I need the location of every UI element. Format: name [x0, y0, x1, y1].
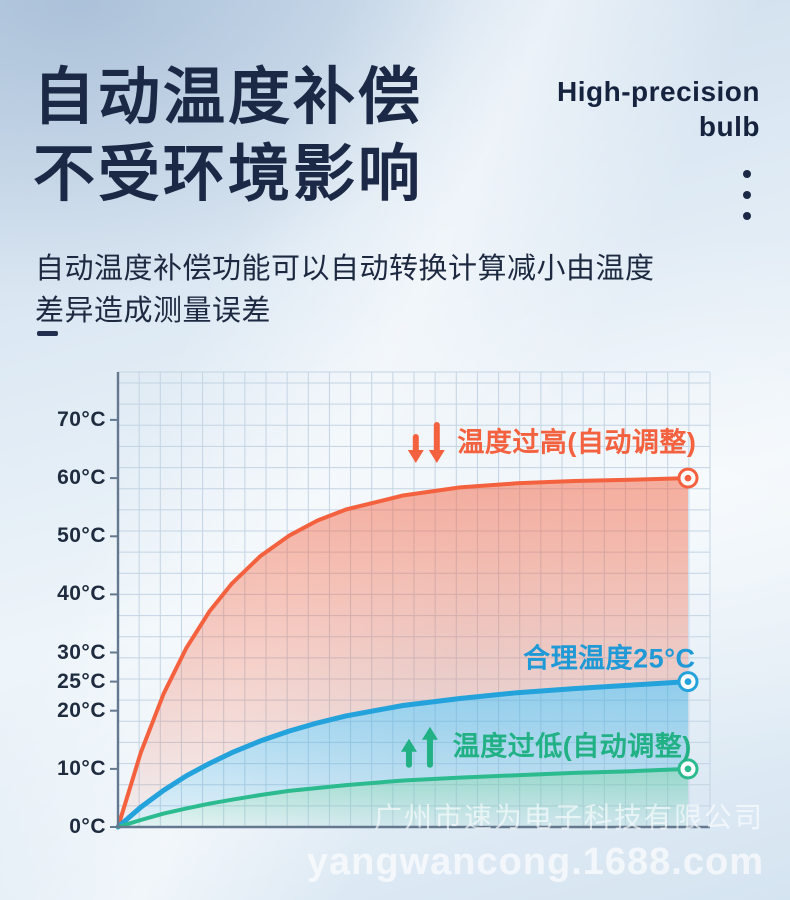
- title-line-1: 自动温度补偿: [33, 63, 424, 132]
- title-line-2: 不受环境影响: [33, 139, 424, 209]
- corner-caption-line-1: High-precision: [556, 76, 760, 107]
- series-line-1: [115, 679, 691, 830]
- series-area-1: [118, 681, 688, 827]
- end-dot-2: [684, 765, 692, 773]
- chart-svg: [110, 371, 711, 830]
- end-dot-0: [684, 474, 692, 482]
- corner-caption-line-2: bulb: [698, 111, 760, 142]
- series-area-2: [118, 768, 688, 827]
- decor-dots: [743, 170, 751, 220]
- corner-caption: High-precision bulb: [557, 74, 760, 144]
- page-title: 自动温度补偿 不受环境影响: [33, 60, 423, 214]
- series-line-2: [116, 766, 690, 829]
- end-dot-1: [684, 678, 692, 685]
- description: 自动温度补偿功能可以自动转换计算减小由温度 差异造成测量误差: [35, 248, 655, 332]
- series-line-0: [116, 476, 690, 829]
- adjust-arrows-up-icon: [400, 726, 438, 768]
- description-line-2: 差异造成测量误差: [35, 295, 272, 328]
- decor-dot: [743, 212, 751, 220]
- decor-dot: [743, 170, 751, 178]
- decor-dot: [743, 191, 751, 199]
- adjust-arrows-down-icon: [407, 421, 445, 463]
- temperature-chart: 0°C 10°C 20°C 25°C 30°C 40°C 50°C 60°C 70°C 温度过高…: [0, 360, 790, 850]
- decor-dash: [37, 331, 58, 336]
- description-line-1: 自动温度补偿功能可以自动转换计算减小由温度: [35, 253, 655, 285]
